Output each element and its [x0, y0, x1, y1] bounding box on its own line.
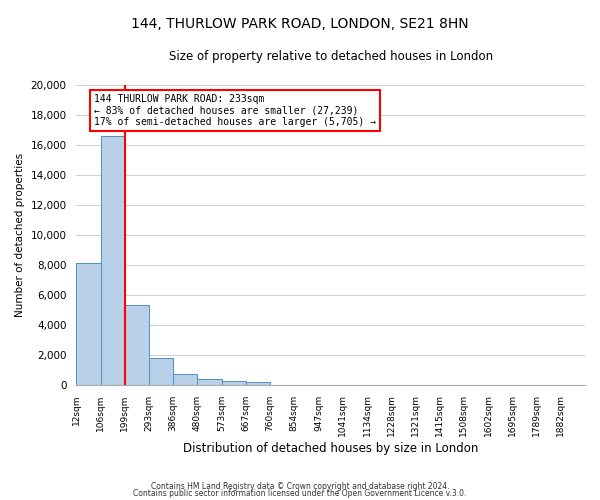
Text: Contains public sector information licensed under the Open Government Licence v.: Contains public sector information licen…: [133, 489, 467, 498]
X-axis label: Distribution of detached houses by size in London: Distribution of detached houses by size …: [183, 442, 478, 455]
Bar: [246, 382, 270, 384]
Text: Contains HM Land Registry data © Crown copyright and database right 2024.: Contains HM Land Registry data © Crown c…: [151, 482, 449, 491]
Bar: [125, 305, 149, 384]
Bar: [149, 358, 173, 384]
Title: Size of property relative to detached houses in London: Size of property relative to detached ho…: [169, 50, 493, 63]
Y-axis label: Number of detached properties: Number of detached properties: [15, 152, 25, 317]
Text: 144 THURLOW PARK ROAD: 233sqm
← 83% of detached houses are smaller (27,239)
17% : 144 THURLOW PARK ROAD: 233sqm ← 83% of d…: [94, 94, 376, 127]
Bar: [173, 374, 197, 384]
Text: 144, THURLOW PARK ROAD, LONDON, SE21 8HN: 144, THURLOW PARK ROAD, LONDON, SE21 8HN: [131, 18, 469, 32]
Bar: [197, 380, 222, 384]
Bar: [76, 264, 101, 384]
Bar: [101, 136, 125, 384]
Bar: [222, 381, 246, 384]
